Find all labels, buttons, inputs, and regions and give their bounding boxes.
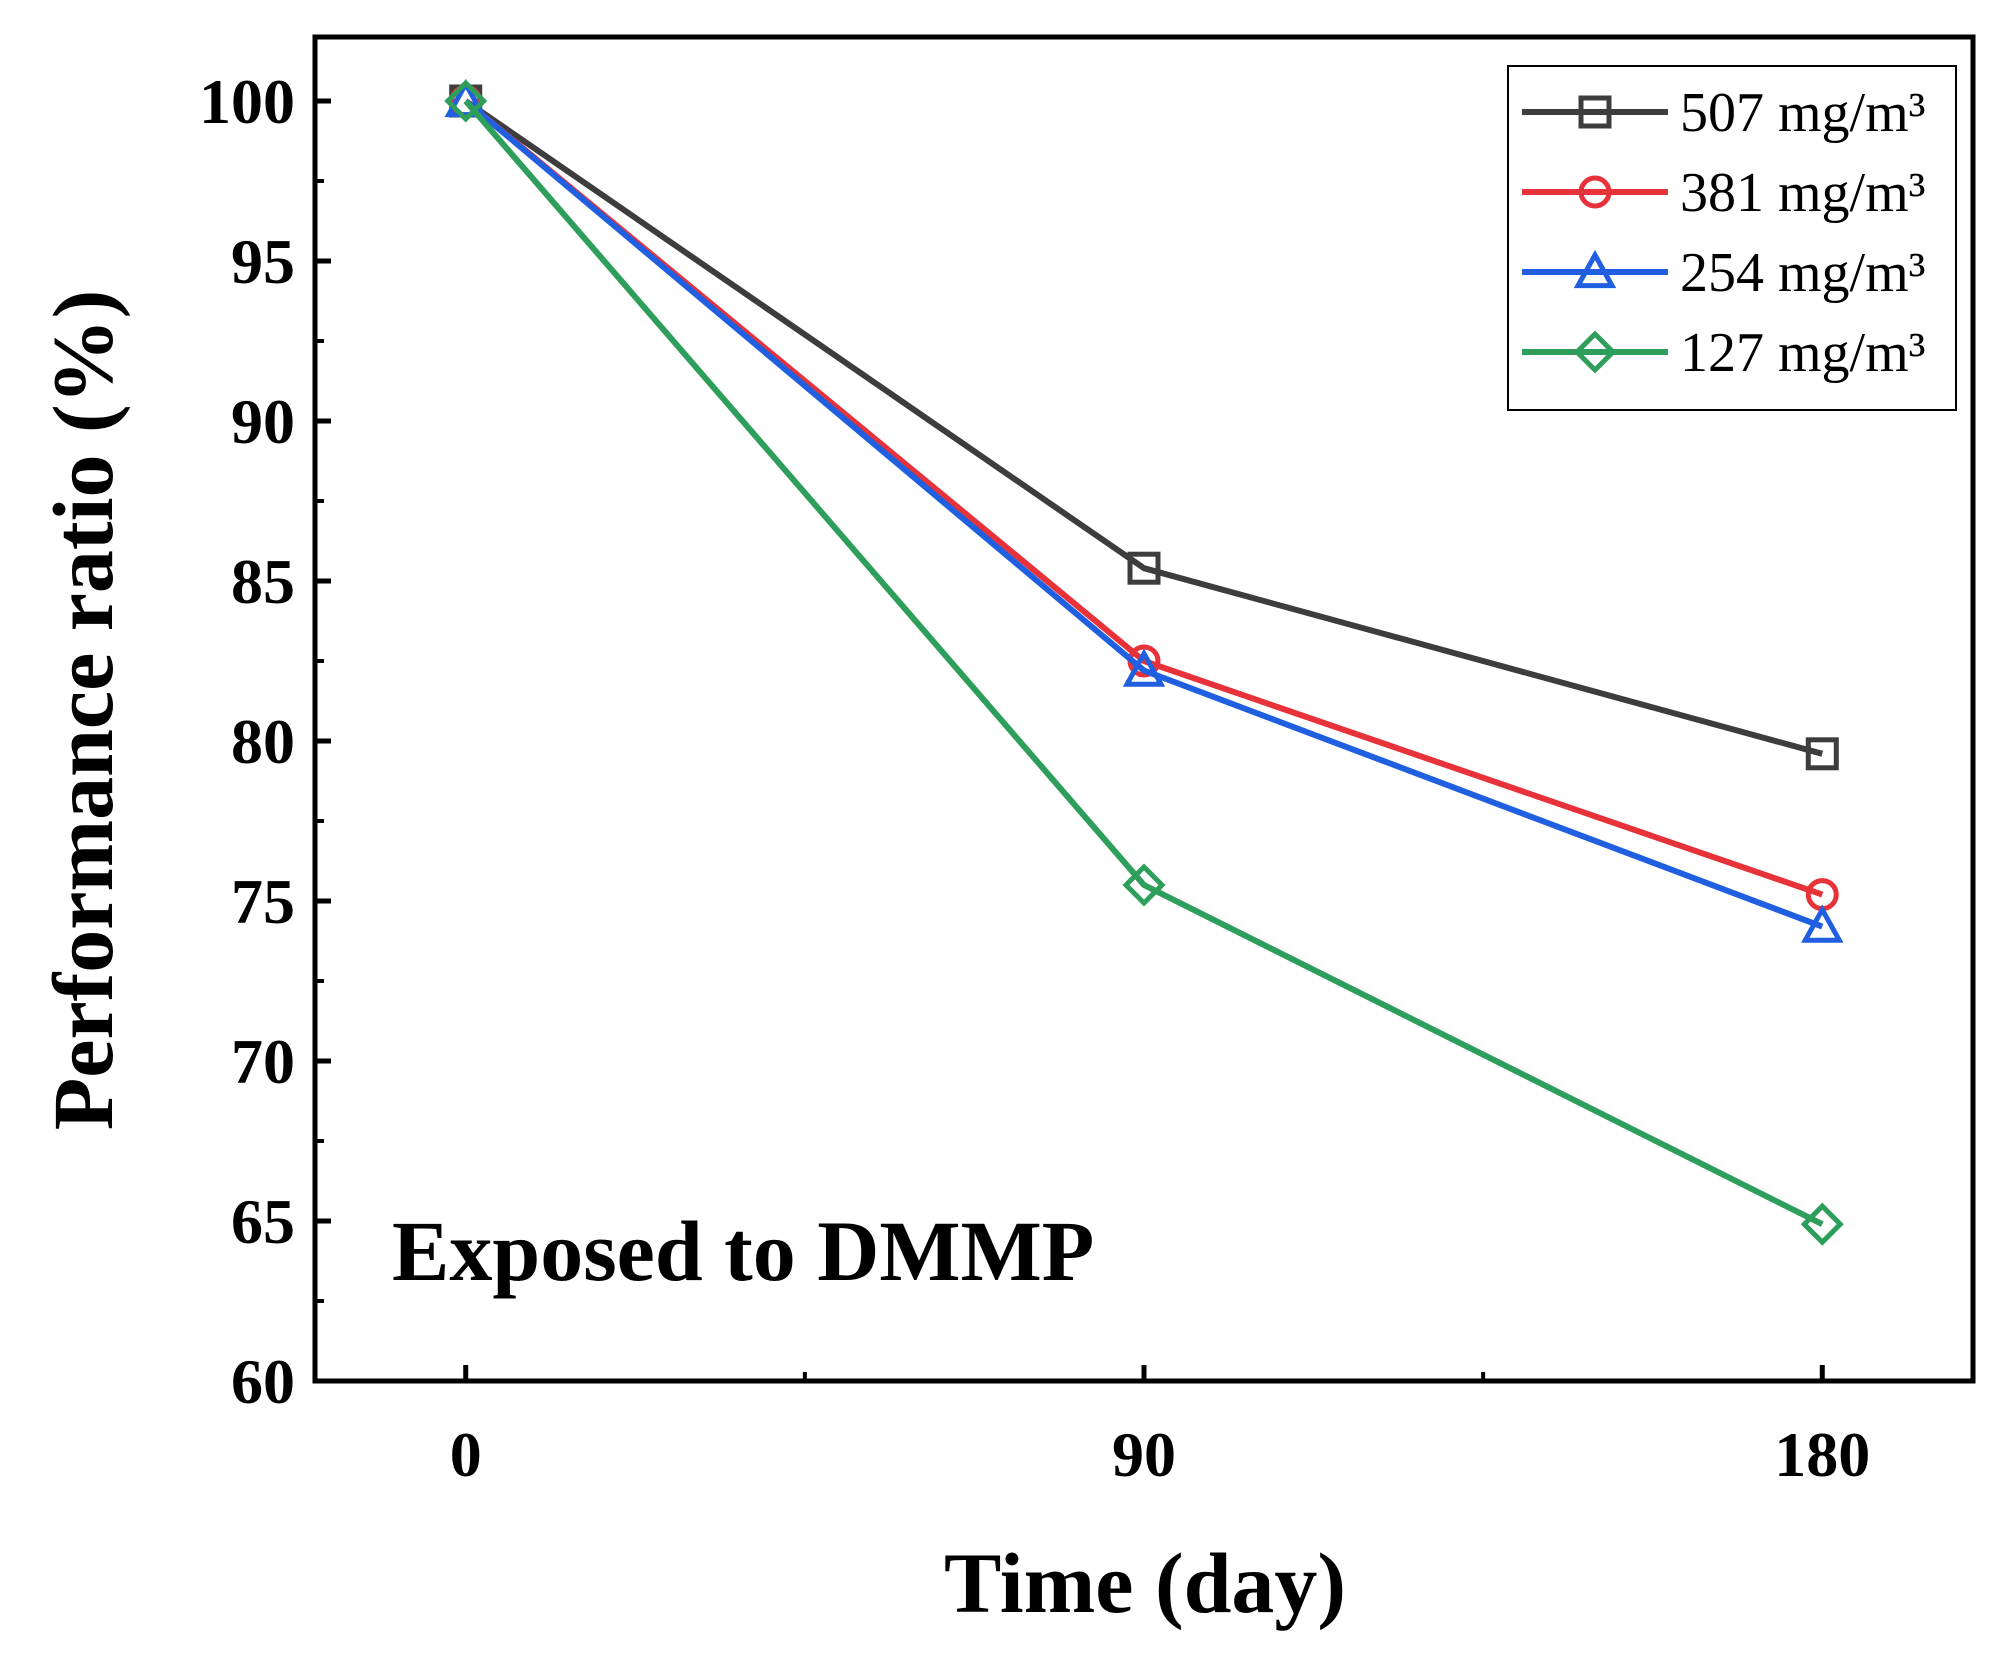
data-point (444, 78, 487, 118)
legend-marker (1578, 95, 1612, 129)
y-tick-label: 60 (231, 1346, 295, 1417)
legend-label: 127 mg/m³ (1680, 322, 1925, 384)
y-tick-label: 100 (199, 66, 295, 137)
series-2 (444, 78, 1844, 943)
x-axis-title: Time (day) (944, 1535, 1346, 1631)
data-point (1122, 648, 1166, 687)
data-point (1127, 551, 1161, 585)
series-line (463, 98, 1824, 930)
y-tick-label: 80 (231, 706, 295, 777)
x-tick-label: 0 (450, 1419, 482, 1490)
legend-item: 381 mg/m³ (1522, 162, 1925, 224)
legend-marker (1578, 175, 1612, 209)
series-3 (444, 79, 1844, 1246)
y-tick-label: 95 (231, 226, 295, 297)
data-point (444, 79, 488, 123)
legend-label: 254 mg/m³ (1680, 242, 1925, 304)
y-tick-label: 75 (231, 866, 295, 937)
legend-marker (1573, 249, 1617, 289)
annotation-exposed-to-dmmp: Exposed to DMMP (392, 1203, 1094, 1299)
data-point (1122, 863, 1166, 907)
y-tick-label: 65 (231, 1186, 295, 1257)
legend-item: 127 mg/m³ (1522, 322, 1925, 384)
series-line (464, 98, 1824, 757)
y-axis: 60 65 70 75 80 85 90 95 100 (199, 66, 331, 1417)
y-tick-label: 70 (231, 1026, 295, 1097)
x-tick-label: 180 (1774, 1419, 1870, 1490)
y-tick-label: 90 (231, 386, 295, 457)
series-layer (444, 78, 1844, 1246)
series-line (463, 99, 1824, 1227)
legend-label: 381 mg/m³ (1680, 162, 1925, 224)
legend-item: 254 mg/m³ (1522, 242, 1925, 304)
data-point (1800, 1202, 1844, 1246)
legend-label: 507 mg/m³ (1680, 82, 1925, 144)
legend: 507 mg/m³ 381 mg/m³ 254 mg/m³ 127 mg/m³ (1507, 65, 1957, 411)
legend-marker (1573, 330, 1617, 374)
x-tick-label: 90 (1112, 1419, 1176, 1490)
data-point (1801, 904, 1844, 943)
x-axis: 0 90 180 (450, 1365, 1870, 1490)
data-point (1805, 737, 1839, 771)
y-axis-title: Performance ratio (%) (35, 290, 131, 1130)
legend-item: 507 mg/m³ (1522, 82, 1925, 144)
y-tick-label: 85 (231, 546, 295, 617)
